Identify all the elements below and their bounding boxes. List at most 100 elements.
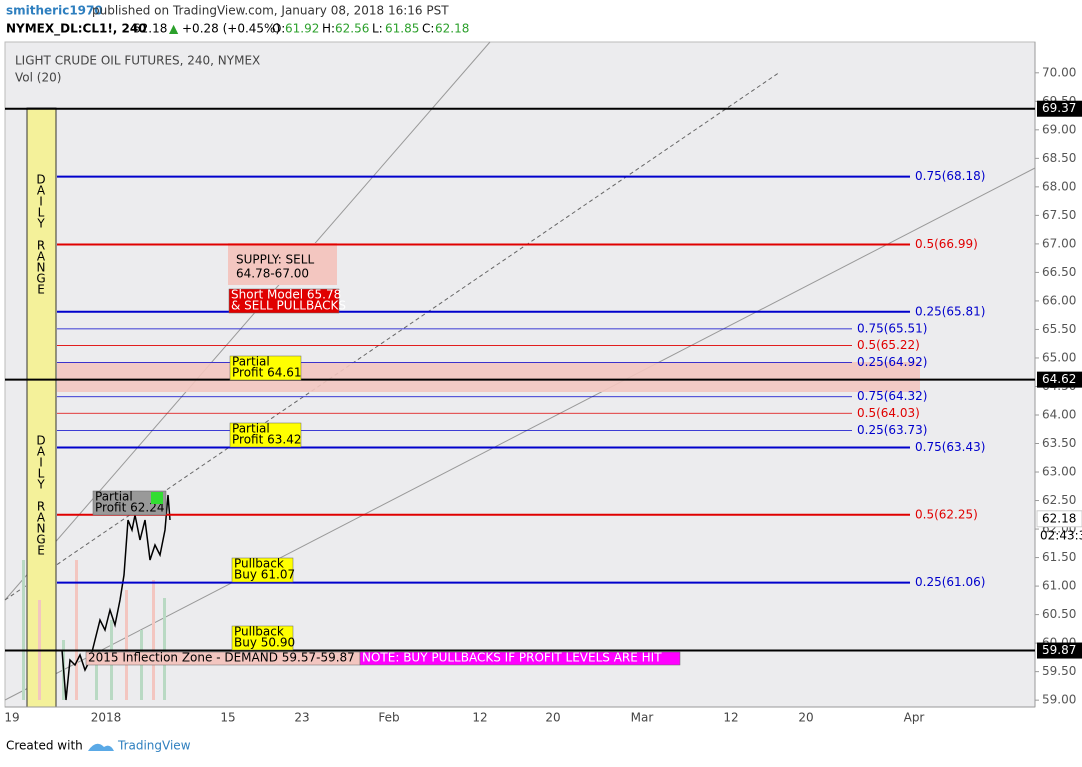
indicator: Vol (20) <box>15 71 61 85</box>
footer-created: Created with <box>6 739 83 753</box>
price-tick-label: 60.50 <box>1042 607 1076 621</box>
price-tick-label: 59.00 <box>1042 693 1076 707</box>
published: published on TradingView.com, January 08… <box>92 4 449 18</box>
supply-text: 64.78-67.00 <box>236 267 309 281</box>
daily-range-letter: N <box>37 522 46 536</box>
daily-range-letter: I <box>39 456 43 470</box>
note-box <box>231 557 294 583</box>
change: +0.28 (+0.45%) <box>182 22 280 36</box>
level-label: 0.25(61.06) <box>915 575 985 589</box>
footer-brand: TradingView <box>117 739 191 753</box>
daily-range-letter: E <box>37 283 45 297</box>
price-tick-label: 65.50 <box>1042 322 1076 336</box>
level-label: 0.5(66.99) <box>915 237 978 251</box>
price-marker-label: 62.18 <box>1042 511 1076 525</box>
level-label: 0.25(64.92) <box>857 355 927 369</box>
supply-box <box>228 243 337 285</box>
price-candles <box>61 494 171 701</box>
note-box <box>231 625 294 651</box>
supply-text: SUPPLY: SELL <box>236 253 314 267</box>
time-label: Mar <box>631 711 654 725</box>
supply-zone <box>57 362 920 392</box>
last: 62.18 <box>133 22 167 36</box>
daily-range-letter: L <box>38 467 45 481</box>
note-box <box>228 288 340 314</box>
ohlc-value: 61.92 <box>285 22 319 36</box>
note-text: NOTE: BUY PULLBACKS IF PROFIT LEVELS ARE… <box>362 651 662 665</box>
daily-range-letter: R <box>37 239 45 253</box>
time-label: 12 <box>472 711 487 725</box>
time-label: 20 <box>545 711 560 725</box>
time-label: 2018 <box>91 711 122 725</box>
channel-line <box>4 167 1036 701</box>
time-label: Apr <box>904 711 925 725</box>
chart-title: LIGHT CRUDE OIL FUTURES, 240, NYMEX <box>15 54 260 68</box>
daily-range-letter: D <box>36 434 45 448</box>
daily-range-letter: D <box>36 173 45 187</box>
level-label: 0.75(65.51) <box>857 321 927 335</box>
note-text: Profit 64.61 <box>232 366 301 380</box>
level-label: 0.5(64.03) <box>857 406 920 420</box>
level-label: 0.25(63.73) <box>857 423 927 437</box>
countdown: 02:43:3 <box>1040 529 1082 543</box>
price-tick-label: 66.00 <box>1042 293 1076 307</box>
time-label: 12 <box>723 711 738 725</box>
ohlc-value: 61.85 <box>385 22 419 36</box>
note-text: Partial <box>232 422 270 436</box>
price-tick-label: 69.00 <box>1042 122 1076 136</box>
time-label: 15 <box>220 711 235 725</box>
price-tick-label: 70.00 <box>1042 65 1076 79</box>
price-marker <box>1037 642 1082 659</box>
daily-range-letter: G <box>36 272 45 286</box>
author: smitheric1970 <box>6 4 103 18</box>
price-tick-label: 68.50 <box>1042 151 1076 165</box>
daily-range-letter: G <box>36 533 45 547</box>
price-tick-label: 59.50 <box>1042 664 1076 678</box>
price-marker <box>1036 510 1082 528</box>
price-tick-label: 65.00 <box>1042 350 1076 364</box>
ohlc-key: C: <box>422 22 434 36</box>
note-text: Profit 62.24 <box>95 501 164 515</box>
daily-range-letter: R <box>37 500 45 514</box>
time-label: 20 <box>798 711 813 725</box>
level-label: 0.5(65.22) <box>857 338 920 352</box>
price-tick-label: 68.00 <box>1042 179 1076 193</box>
level-label: 0.75(68.18) <box>915 169 985 183</box>
note-text: Short Model 65.78 <box>231 288 341 302</box>
daily-range-strip <box>26 107 57 708</box>
price-tick-label: 67.00 <box>1042 236 1076 250</box>
price-tick-label: 67.50 <box>1042 208 1076 222</box>
price-tick-label: 64.00 <box>1042 407 1076 421</box>
note-box <box>359 651 681 666</box>
price-tick-label: 61.00 <box>1042 579 1076 593</box>
ohlc-value: 62.18 <box>435 22 469 36</box>
note-box <box>229 422 302 448</box>
time-label: 23 <box>294 711 309 725</box>
price-marker-label: 69.37 <box>1042 101 1076 115</box>
time-label: Feb <box>378 711 399 725</box>
daily-range-letter: E <box>37 544 45 558</box>
price-tick-label: 63.50 <box>1042 436 1076 450</box>
daily-range-letter: A <box>37 511 46 525</box>
green-marker <box>151 492 163 504</box>
daily-range-letter: Y <box>36 478 45 492</box>
daily-range-letter: A <box>37 445 46 459</box>
ohlc-key: H: <box>322 22 335 36</box>
level-label: 0.5(62.25) <box>915 507 978 521</box>
note-text: Partial <box>232 355 270 369</box>
price-marker-label: 59.87 <box>1042 643 1076 657</box>
note-text: Buy 61.07 <box>234 568 295 582</box>
note-text: Partial <box>95 490 133 504</box>
note-text: 2015 Inflection Zone - DEMAND 59.57-59.8… <box>88 651 355 665</box>
time-label: 19 <box>4 711 19 725</box>
price-marker-label: 64.62 <box>1042 372 1076 386</box>
note-text: Buy 50.90 <box>234 636 295 650</box>
brand-logo <box>88 743 114 751</box>
note-text: Profit 63.42 <box>232 433 301 447</box>
price-marker <box>1037 100 1082 117</box>
daily-range-letter: A <box>37 184 46 198</box>
daily-range-letter: L <box>38 206 45 220</box>
note-text: Pullback <box>234 557 284 571</box>
